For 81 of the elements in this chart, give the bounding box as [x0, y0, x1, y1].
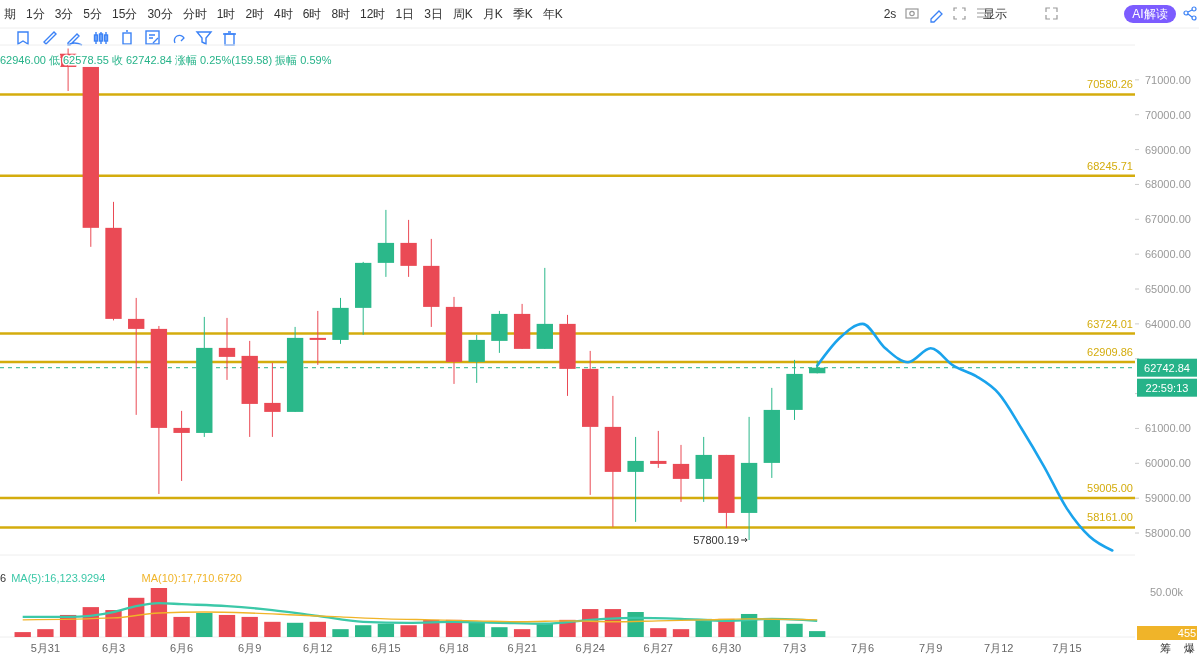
x-tick-label: 7月6 — [850, 642, 875, 654]
x-tick-label: 6月3 — [101, 642, 126, 654]
bar — [264, 621, 281, 637]
y-tick-label: 61000.00 — [1145, 422, 1191, 435]
ref-line-label: 68245.71 — [1087, 159, 1133, 172]
bar — [14, 632, 31, 637]
ref-line-label: 62909.86 — [1087, 345, 1133, 358]
text: AI解读 — [1132, 7, 1168, 21]
bar — [468, 622, 485, 637]
candlestick — [650, 430, 667, 469]
candlestick — [377, 209, 395, 278]
bar — [196, 612, 213, 637]
x-tick-label: 5月31 — [30, 642, 61, 654]
bar — [286, 622, 304, 637]
annotation: 57800.19 — [693, 534, 740, 546]
x-tick-label: 6月30 — [711, 642, 742, 654]
ref-line-label: 70580.26 — [1087, 78, 1133, 91]
y-tick-label: 69000.00 — [1145, 143, 1191, 156]
x-tick-label: 6月15 — [371, 642, 401, 654]
y-tick-label: 71000.00 — [1145, 73, 1191, 86]
y-tick-label: 58000.00 — [1145, 527, 1191, 540]
candlestick — [627, 436, 644, 523]
bar — [763, 619, 780, 637]
bar — [241, 616, 258, 637]
x-tick-label: 6月6 — [169, 642, 194, 654]
y-tick-label: 68000.00 — [1145, 178, 1191, 191]
text: MA(5):16,123.9294 — [11, 572, 106, 584]
y-tick-label: 64000.00 — [1145, 317, 1191, 330]
bar — [672, 629, 690, 637]
candlestick — [264, 362, 281, 438]
text: 期 1分 3分 5分 15分 30分 分时 1时 2时 4时 6时 8时 12时 1日 3日 周K 月K 季K 年K — [4, 7, 563, 21]
bar — [150, 588, 168, 637]
y-tick-label: 70000.00 — [1145, 108, 1191, 121]
candlestick — [400, 219, 417, 278]
x-tick-label: 7月3 — [782, 642, 807, 654]
bar — [332, 629, 349, 637]
ref-line-label: 58161.00 — [1087, 511, 1133, 524]
bar — [218, 614, 236, 637]
x-tick-label: 7月12 — [984, 642, 1014, 654]
text: 筹 — [1160, 642, 1171, 654]
candlestick — [218, 317, 236, 381]
text: 455 — [1177, 627, 1197, 639]
bar — [355, 625, 372, 637]
y-tick-label: 60000.00 — [1145, 457, 1191, 470]
x-tick-label: 6月27 — [643, 642, 673, 654]
text: 显示 — [983, 7, 1007, 21]
y-tick-label: 66000.00 — [1145, 248, 1191, 261]
bar — [809, 631, 826, 637]
bar — [377, 623, 395, 637]
bar — [173, 616, 190, 637]
x-tick-label: 6月12 — [303, 642, 333, 654]
text: 爆 — [1184, 642, 1195, 654]
x-tick-label: 6月24 — [575, 642, 605, 654]
candlestick — [695, 436, 712, 503]
candlestick — [672, 444, 690, 503]
y-tick-label: 65000.00 — [1145, 283, 1191, 296]
ref-line-label: 59005.00 — [1087, 482, 1133, 494]
text: MA(10):17,710.6720 — [141, 572, 242, 584]
bar — [491, 627, 508, 637]
y-tick-label: 67000.00 — [1145, 213, 1191, 226]
x-tick-label: 6月18 — [439, 642, 469, 654]
bar — [37, 629, 54, 637]
x-tick-label: 7月9 — [919, 642, 943, 654]
bar — [650, 628, 667, 637]
x-tick-label: 6月21 — [507, 642, 537, 654]
candlestick — [173, 410, 190, 482]
text: 6 — [0, 572, 7, 584]
bar — [513, 629, 531, 637]
candlestick — [309, 310, 326, 366]
x-tick-label: 7月15 — [1052, 642, 1082, 654]
text: 22:59:13 — [1145, 381, 1189, 394]
ref-line-label: 62742.84 — [1144, 361, 1190, 374]
text: 50.00k — [1150, 586, 1184, 598]
text: 2s — [883, 7, 897, 21]
y-tick-label: 59000.00 — [1145, 492, 1191, 505]
bar — [400, 625, 417, 637]
x-tick-label: 6月9 — [238, 642, 262, 654]
bar — [309, 621, 326, 637]
candlestick — [128, 297, 145, 416]
ref-line-label: 63724.01 — [1087, 317, 1133, 330]
bar — [786, 623, 803, 637]
